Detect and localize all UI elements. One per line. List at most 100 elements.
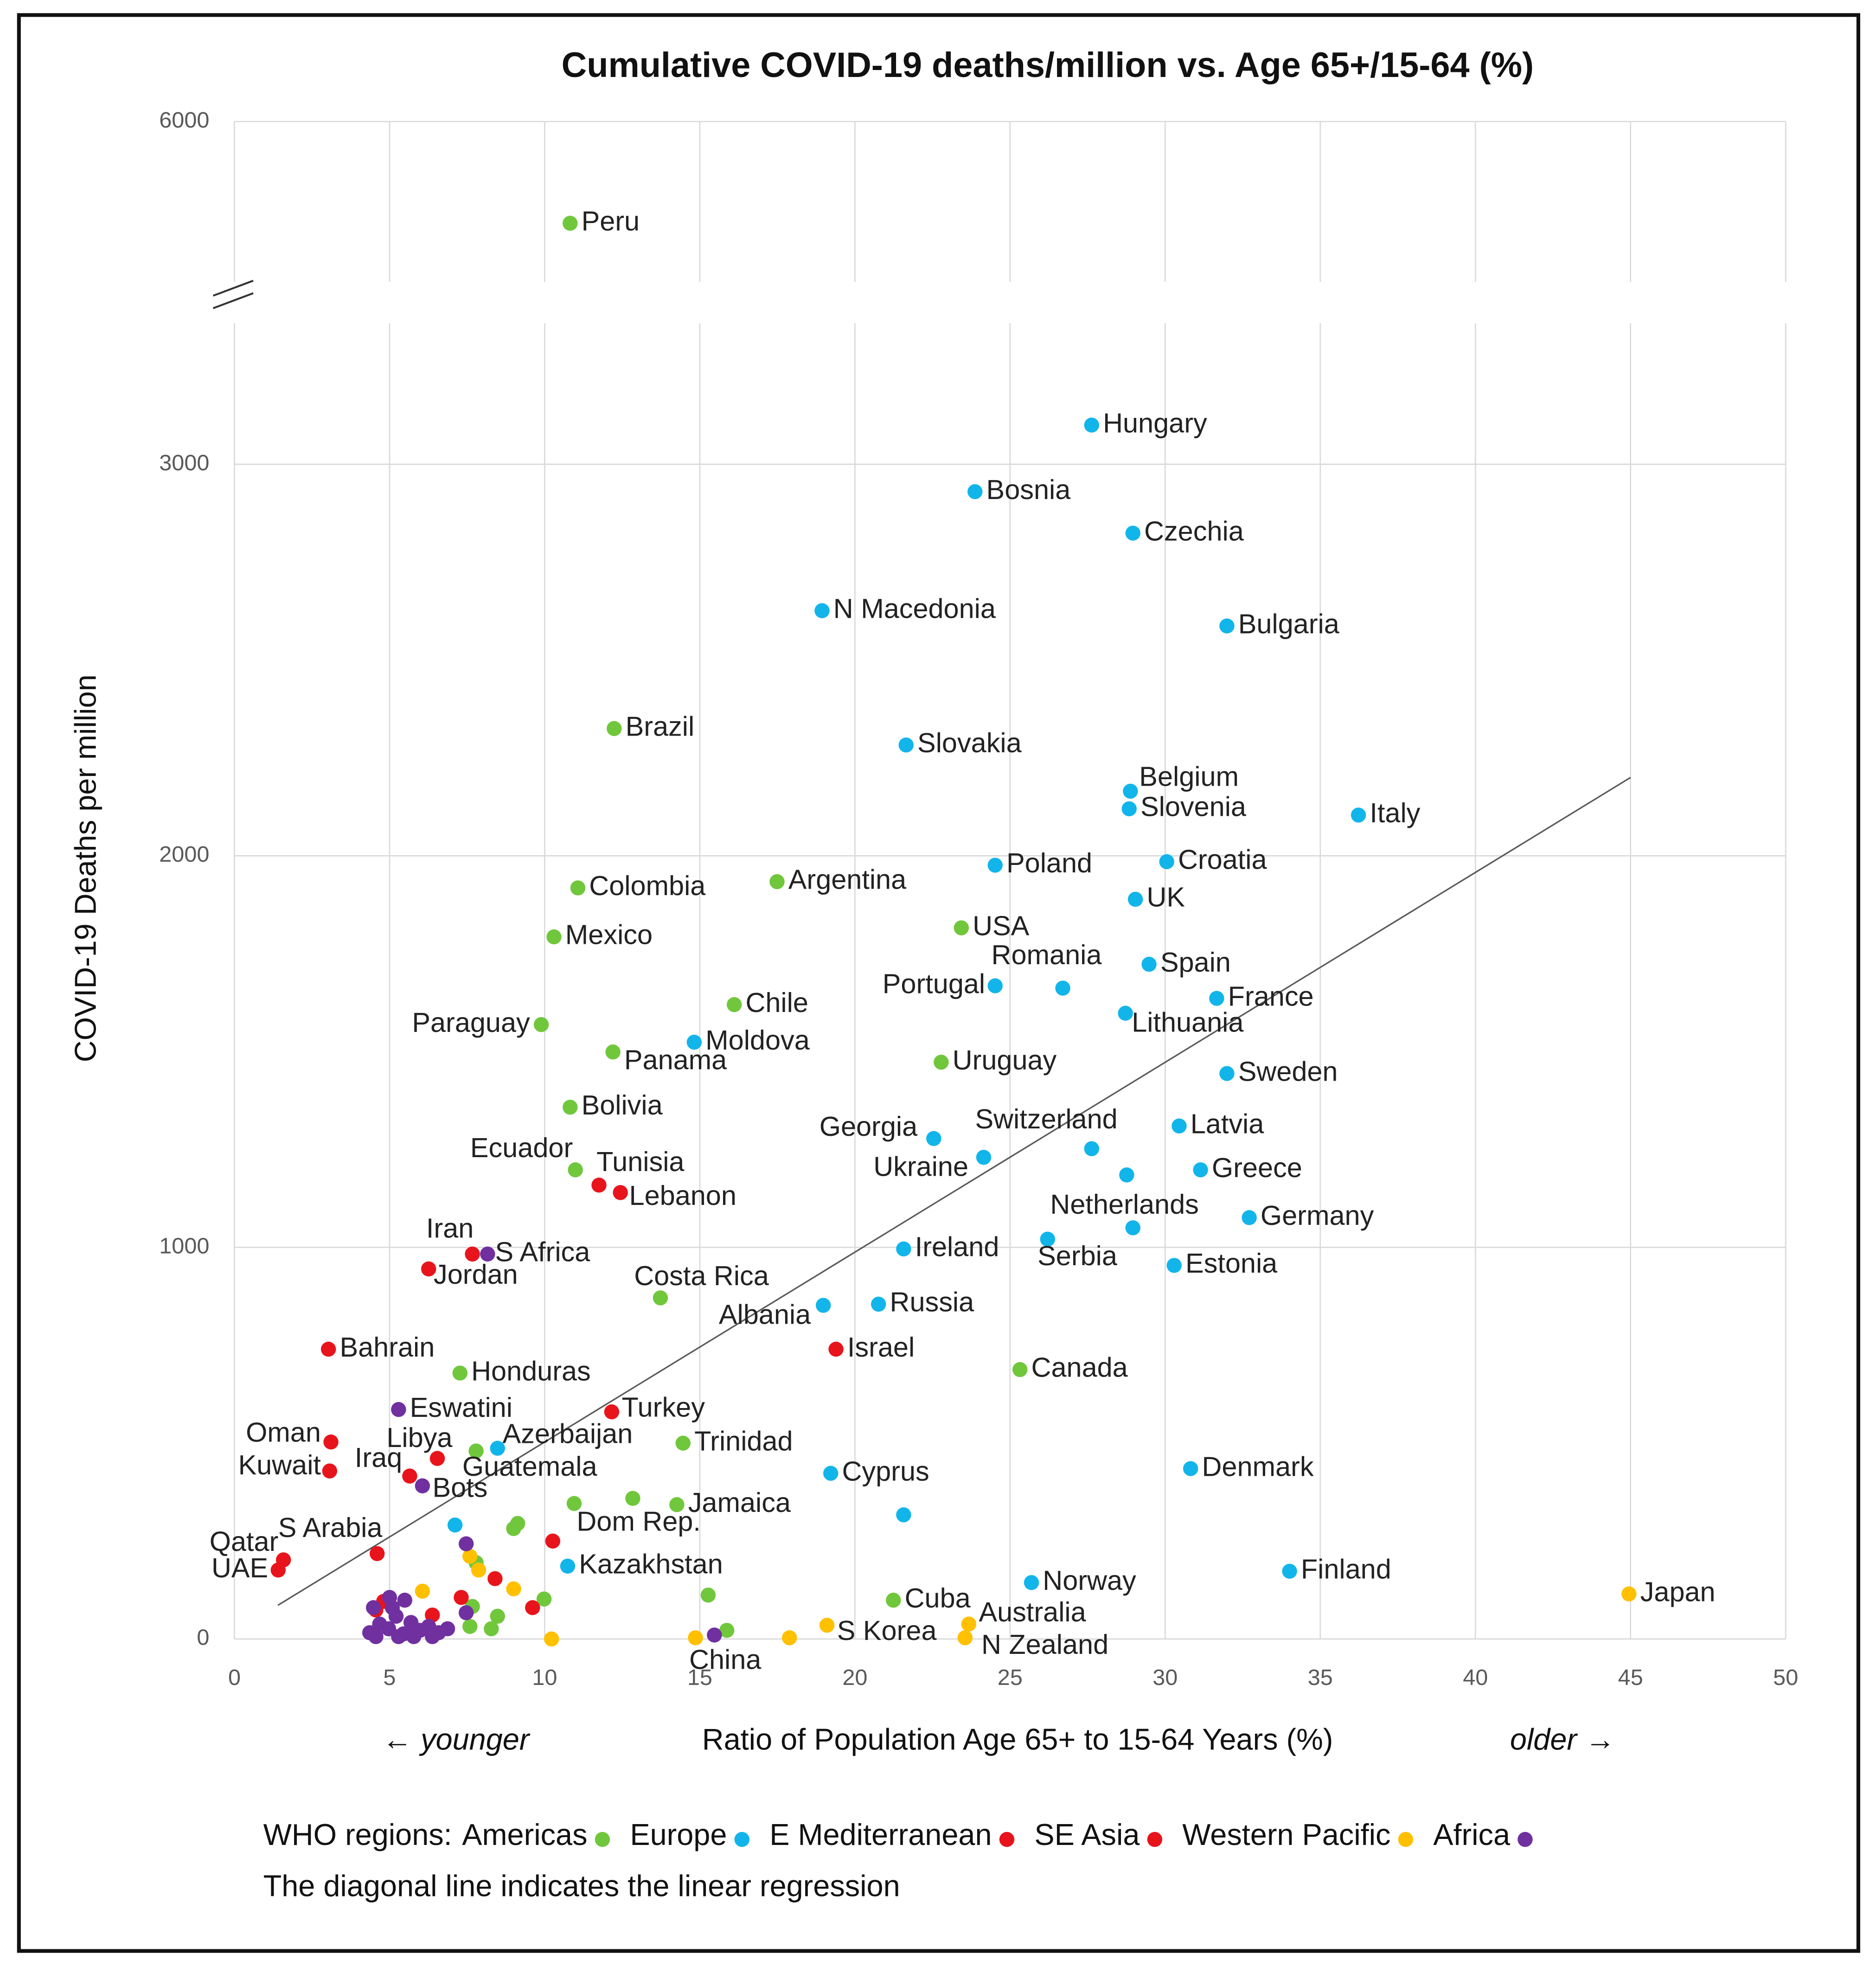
data-label: UAE: [211, 1552, 268, 1583]
point: [871, 1296, 886, 1312]
point: [1621, 1586, 1637, 1601]
data-label: Kazakhstan: [579, 1549, 723, 1580]
point: [1219, 618, 1235, 634]
x-tick-label: 50: [1773, 1665, 1798, 1690]
point: [525, 1600, 540, 1615]
point: [1024, 1575, 1039, 1590]
point: [546, 929, 562, 945]
point: [1193, 1162, 1208, 1178]
legend-swatch: [1398, 1832, 1414, 1847]
data-label: Azerbaijan: [503, 1418, 633, 1449]
point: [570, 880, 586, 896]
point: [270, 1563, 286, 1578]
x-tick-label: 45: [1618, 1665, 1643, 1690]
data-label: N Macedonia: [833, 593, 996, 624]
point: [563, 216, 578, 231]
data-label: Estonia: [1185, 1248, 1278, 1279]
legend-swatch: [1147, 1832, 1163, 1847]
point: [1159, 854, 1174, 870]
legend-label: E Mediterranean: [769, 1818, 992, 1851]
x-axis-label: Ratio of Population Age 65+ to 15-64 Yea…: [702, 1723, 1333, 1756]
data-label: Spain: [1160, 947, 1231, 978]
point: [707, 1627, 722, 1643]
point: [402, 1468, 417, 1484]
point: [458, 1605, 474, 1620]
point: [415, 1583, 430, 1599]
data-label: Chile: [745, 987, 808, 1018]
frame: [17, 13, 1860, 1953]
point: [886, 1593, 901, 1608]
point: [954, 920, 969, 935]
point: [323, 1434, 339, 1450]
y-tick-label: 6000: [159, 108, 209, 133]
point: [934, 1055, 949, 1070]
legend-title: WHO regions:: [263, 1818, 452, 1851]
data-label: Honduras: [471, 1355, 591, 1386]
legend-label: Europe: [630, 1818, 727, 1851]
annotation: older →: [1510, 1723, 1615, 1756]
data-label: Libya: [386, 1422, 453, 1453]
data-label: Trinidad: [694, 1425, 793, 1456]
data-label: S Korea: [837, 1615, 937, 1646]
data-label: Italy: [1370, 797, 1420, 828]
data-label: Russia: [890, 1287, 975, 1318]
data-label: Bolivia: [582, 1089, 663, 1121]
point: [1127, 891, 1143, 907]
data-label: Bulgaria: [1238, 608, 1340, 639]
data-label: Jordan: [434, 1259, 518, 1290]
data-label: France: [1228, 980, 1314, 1012]
point: [566, 1496, 582, 1511]
point: [653, 1290, 668, 1306]
data-label: Czechia: [1144, 515, 1244, 546]
data-label: Mexico: [565, 919, 653, 950]
data-label: Lebanon: [629, 1180, 736, 1211]
data-label: S Africa: [495, 1236, 591, 1268]
data-label: Bots: [432, 1472, 487, 1503]
data-label: Guatemala: [462, 1451, 598, 1482]
chart-title: Cumulative COVID-19 deaths/million vs. A…: [562, 46, 1534, 85]
point: [819, 1618, 835, 1633]
point: [1172, 1118, 1187, 1134]
data-label: Bosnia: [986, 474, 1071, 505]
point: [506, 1521, 521, 1536]
point: [987, 978, 1003, 993]
data-label: Panama: [624, 1044, 727, 1076]
point: [675, 1435, 691, 1451]
data-label: Australia: [979, 1596, 1086, 1627]
point: [1125, 1220, 1140, 1236]
annotation: ← younger: [382, 1723, 531, 1756]
data-label: Israel: [847, 1332, 915, 1363]
y-tick-label: 1000: [159, 1233, 209, 1258]
point: [613, 1185, 628, 1200]
data-label: Ireland: [915, 1231, 999, 1262]
data-label: N Zealand: [981, 1629, 1108, 1660]
point: [320, 1341, 336, 1357]
point: [625, 1491, 640, 1506]
data-label: Lithuania: [1132, 1007, 1244, 1038]
point: [462, 1619, 478, 1634]
point: [987, 858, 1003, 873]
note: The diagonal line indicates the linear r…: [263, 1869, 900, 1903]
point: [1242, 1210, 1257, 1225]
data-label: Colombia: [589, 870, 706, 901]
legend-label: Americas: [462, 1818, 587, 1851]
data-label: Sweden: [1238, 1056, 1338, 1087]
data-label: Germany: [1261, 1200, 1374, 1231]
point: [1141, 956, 1157, 972]
data-label: Cuba: [905, 1582, 971, 1614]
legend-swatch: [595, 1832, 610, 1847]
point: [896, 1241, 911, 1257]
data-label: Poland: [1006, 847, 1092, 878]
point: [719, 1623, 735, 1638]
point: [1084, 417, 1099, 433]
data-label: Japan: [1640, 1576, 1716, 1607]
legend-label: Africa: [1433, 1818, 1511, 1851]
y-axis-label: COVID-19 Deaths per million: [69, 674, 102, 1062]
y-tick-label: 2000: [159, 842, 209, 867]
data-label: USA: [973, 910, 1030, 941]
data-label: Jamaica: [688, 1487, 791, 1518]
data-label: Slovakia: [917, 727, 1022, 758]
point: [1183, 1461, 1198, 1476]
point: [688, 1630, 703, 1646]
